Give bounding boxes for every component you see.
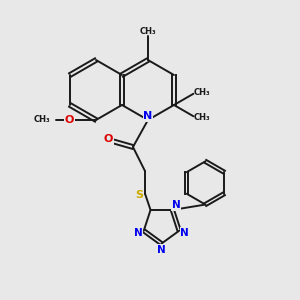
Text: CH₃: CH₃ <box>193 88 210 97</box>
Text: N: N <box>181 228 189 238</box>
Text: N: N <box>172 200 180 210</box>
Text: O: O <box>65 115 74 125</box>
Text: O: O <box>104 134 113 145</box>
Text: S: S <box>136 190 144 200</box>
Text: N: N <box>143 111 153 121</box>
Text: N: N <box>134 228 142 238</box>
Text: CH₃: CH₃ <box>193 113 210 122</box>
Text: N: N <box>157 244 166 255</box>
Text: CH₃: CH₃ <box>34 116 50 124</box>
Text: CH₃: CH₃ <box>140 27 156 36</box>
